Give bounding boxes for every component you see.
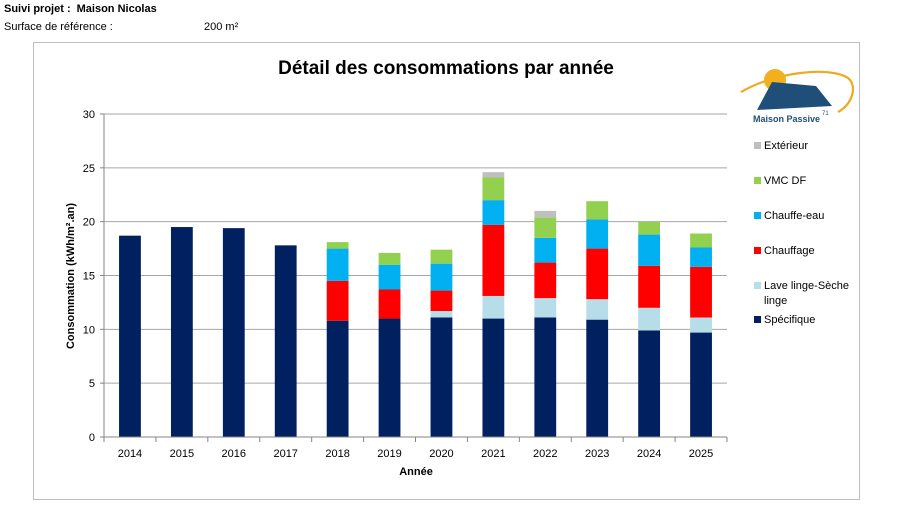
bar-segment-chauffe-eau-2022	[534, 237, 557, 263]
project-label: Suivi projet :	[4, 3, 71, 15]
bar-segment-vmc-df-2022	[534, 217, 557, 238]
bar-segment-lave-linge-s-che-linge-2021	[482, 295, 505, 319]
surface-value: 200 m²	[204, 21, 239, 33]
legend-label: Lave linge-Sèche	[764, 280, 849, 292]
house-roof-icon	[757, 82, 832, 110]
legend-item: Lave linge-Sèche linge	[754, 280, 849, 307]
legend-item: Chauffage	[754, 245, 815, 257]
x-tick-label: 2019	[377, 448, 401, 460]
y-tick-label: 5	[89, 378, 95, 390]
surface-header: Surface de référence : 200 m²	[4, 21, 238, 33]
x-tick-label: 2021	[481, 448, 505, 460]
bar-segment-chauffe-eau-2018	[326, 248, 349, 281]
y-tick-label: 25	[83, 163, 95, 175]
bar-segment-lave-linge-s-che-linge-2020	[430, 311, 453, 318]
bar-segment-chauffage-2023	[586, 248, 609, 300]
bar-segment-sp-cifique-2024	[638, 330, 661, 437]
bar-segment-lave-linge-s-che-linge-2022	[534, 298, 557, 318]
x-tick-label: 2020	[429, 448, 453, 460]
legend-label: Extérieur	[764, 140, 808, 152]
legend-item: Spécifique	[754, 314, 815, 326]
logo: Maison Passive 71	[740, 69, 855, 124]
bar-segment-vmc-df-2024	[638, 221, 661, 235]
surface-label: Surface de référence :	[4, 21, 113, 33]
bar-segment-chauffe-eau-2023	[586, 219, 609, 249]
y-tick-label: 0	[89, 432, 95, 444]
x-tick-label: 2024	[637, 448, 661, 460]
legend-label: Chauffage	[764, 245, 815, 257]
logo-text: Maison Passive	[753, 114, 820, 124]
bar-segment-sp-cifique-2022	[534, 317, 557, 437]
bar-segment-chauffe-eau-2020	[430, 263, 453, 291]
bar-segment-sp-cifique-2016	[222, 228, 245, 437]
y-axis-label: Consommation (kWh/m².an)	[65, 203, 77, 349]
bar-segment-vmc-df-2019	[378, 252, 401, 265]
bar-segment-vmc-df-2025	[690, 233, 712, 248]
chart-frame	[33, 42, 860, 500]
legend-label: Spécifique	[764, 314, 815, 326]
bar-segment-chauffe-eau-2025	[690, 247, 712, 267]
bar-segment-chauffe-eau-2024	[638, 234, 661, 266]
bar-segment-sp-cifique-2014	[119, 235, 141, 437]
legend-item: VMC DF	[754, 175, 806, 187]
legend-label-cont: linge	[764, 295, 787, 307]
bar-segment-chauffe-eau-2021	[482, 200, 505, 225]
x-tick-label: 2014	[118, 448, 142, 460]
y-tick-label: 15	[83, 271, 95, 283]
bar-segment-sp-cifique-2019	[378, 318, 401, 437]
bar-segment-ext-rieur-2022	[534, 210, 557, 218]
legend-swatch	[754, 212, 761, 219]
bar-segment-lave-linge-s-che-linge-2024	[638, 307, 661, 331]
bar-segment-sp-cifique-2015	[170, 227, 193, 437]
bar-segment-chauffage-2022	[534, 262, 557, 299]
x-tick-label: 2016	[222, 448, 246, 460]
bar-segment-chauffage-2019	[378, 289, 401, 319]
y-tick-label: 10	[83, 324, 95, 336]
bar-segment-sp-cifique-2025	[690, 332, 712, 437]
bar-segment-vmc-df-2023	[586, 201, 609, 220]
legend-label: Chauffe-eau	[764, 210, 824, 222]
x-tick-label: 2018	[325, 448, 349, 460]
project-name: Maison Nicolas	[76, 3, 157, 15]
bar-segment-chauffage-2024	[638, 265, 661, 308]
x-tick-label: 2017	[273, 448, 297, 460]
legend-swatch	[754, 247, 761, 254]
bar-segment-sp-cifique-2018	[326, 320, 349, 437]
legend-swatch	[754, 177, 761, 184]
bar-segment-sp-cifique-2017	[274, 245, 297, 437]
legend-swatch	[754, 142, 761, 149]
bar-segment-chauffage-2018	[326, 280, 349, 321]
bar-segment-chauffe-eau-2019	[378, 264, 401, 290]
bar-segment-chauffage-2020	[430, 290, 453, 312]
legend-item: Extérieur	[754, 140, 808, 152]
legend-item: Chauffe-eau	[754, 210, 824, 222]
y-tick-label: 20	[83, 217, 95, 229]
x-tick-label: 2015	[170, 448, 194, 460]
project-header: Suivi projet : Maison Nicolas	[4, 3, 157, 15]
bar-segment-ext-rieur-2021	[482, 172, 505, 178]
bar-segment-lave-linge-s-che-linge-2023	[586, 299, 609, 320]
bar-segment-sp-cifique-2023	[586, 319, 609, 437]
bar-segment-lave-linge-s-che-linge-2025	[690, 317, 712, 333]
legend-swatch	[754, 316, 761, 323]
legend-label: VMC DF	[764, 175, 806, 187]
chart-title: Détail des consommations par année	[278, 58, 614, 79]
bar-segment-chauffage-2021	[482, 224, 505, 296]
bar-segment-vmc-df-2021	[482, 177, 505, 201]
x-tick-label: 2025	[689, 448, 713, 460]
bar-segment-sp-cifique-2021	[482, 318, 505, 437]
x-tick-label: 2022	[533, 448, 557, 460]
bar-segment-vmc-df-2020	[430, 249, 453, 264]
bar-segment-vmc-df-2018	[326, 242, 349, 249]
x-tick-label: 2023	[585, 448, 609, 460]
bar-segment-chauffage-2025	[690, 266, 712, 318]
x-axis-label: Année	[399, 466, 433, 478]
y-tick-label: 30	[83, 109, 95, 121]
legend-swatch	[754, 282, 761, 289]
bar-segment-sp-cifique-2020	[430, 317, 453, 437]
logo-superscript: 71	[822, 111, 829, 117]
